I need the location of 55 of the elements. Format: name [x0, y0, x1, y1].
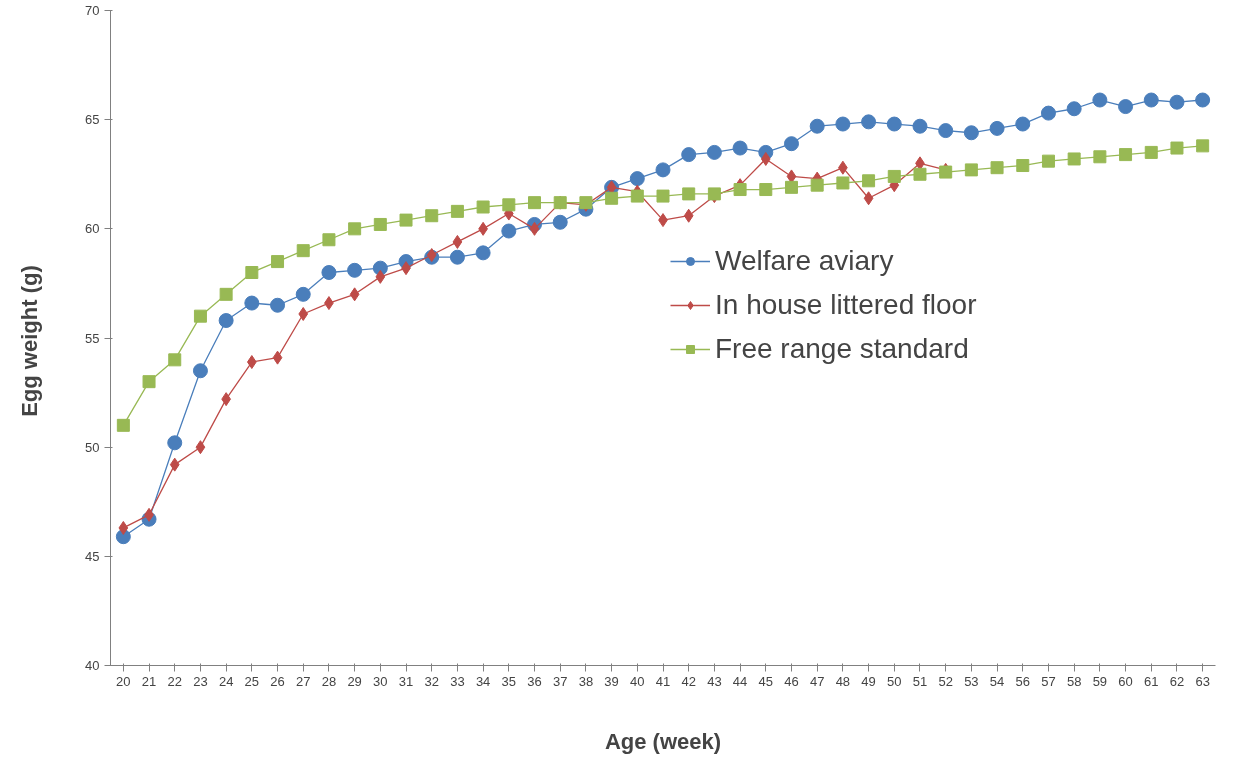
x-tick-label: 32	[424, 673, 439, 689]
x-tick-label: 50	[887, 673, 902, 689]
x-tick-label: 56	[1015, 673, 1031, 689]
y-tick-label: 60	[85, 221, 100, 237]
y-tick-label: 45	[85, 548, 100, 564]
x-tick-label: 22	[167, 673, 182, 689]
x-tick-label: 40	[630, 673, 645, 689]
x-tick-label: 53	[964, 673, 979, 689]
x-tick-label: 43	[707, 673, 722, 689]
x-tick-label: 24	[218, 673, 234, 689]
x-tick-label: 39	[604, 673, 619, 689]
x-tick-label: 44	[732, 673, 748, 689]
x-axis-title: Age (week)	[604, 728, 722, 754]
x-tick-label: 51	[912, 673, 928, 689]
x-tick-label: 26	[270, 673, 285, 689]
x-tick-label: 31	[398, 673, 414, 689]
y-tick-label: 55	[85, 330, 100, 346]
legend-label: Welfare aviary	[715, 245, 894, 277]
x-tick-label: 35	[501, 673, 517, 689]
x-tick-label: 21	[141, 673, 157, 689]
x-tick-label: 20	[116, 673, 131, 689]
legend-label: Free range standard	[715, 333, 969, 365]
x-tick-label: 59	[1092, 673, 1108, 689]
x-tick-label: 30	[373, 673, 388, 689]
x-tick-label: 58	[1066, 673, 1082, 689]
x-tick-label: 46	[784, 673, 799, 689]
x-tick-label: 60	[1118, 673, 1133, 689]
x-tick-label: 52	[938, 673, 953, 689]
y-axis-title: Egg weight (g)	[17, 265, 43, 417]
x-tick-label: 57	[1041, 673, 1056, 689]
y-tick-label: 50	[85, 439, 100, 455]
x-tick-label: 27	[296, 673, 311, 689]
x-tick-label: 61	[1144, 673, 1159, 689]
x-tick-label: 41	[655, 673, 671, 689]
x-tick-label: 48	[835, 673, 851, 689]
x-tick-label: 23	[193, 673, 208, 689]
x-tick-label: 45	[758, 673, 774, 689]
x-tick-label: 49	[861, 673, 876, 689]
x-tick-label: 36	[527, 673, 542, 689]
x-tick-label: 47	[809, 673, 825, 689]
x-tick-label: 34	[475, 673, 491, 689]
y-tick-label: 40	[85, 658, 100, 673]
x-tick-label: 37	[552, 673, 568, 689]
y-tick-label: 70	[85, 3, 100, 18]
x-tick-label: 62	[1169, 673, 1185, 689]
x-tick-label: 29	[347, 673, 362, 689]
x-tick-label: 38	[578, 673, 594, 689]
y-tick-label: 65	[85, 112, 100, 128]
x-tick-label: 42	[681, 673, 696, 689]
x-tick-label: 63	[1195, 673, 1210, 689]
x-tick-label: 54	[989, 673, 1005, 689]
x-tick-label: 28	[321, 673, 337, 689]
x-tick-label: 25	[244, 673, 260, 689]
legend-label: In house littered floor	[715, 289, 977, 321]
x-tick-label: 33	[450, 673, 465, 689]
